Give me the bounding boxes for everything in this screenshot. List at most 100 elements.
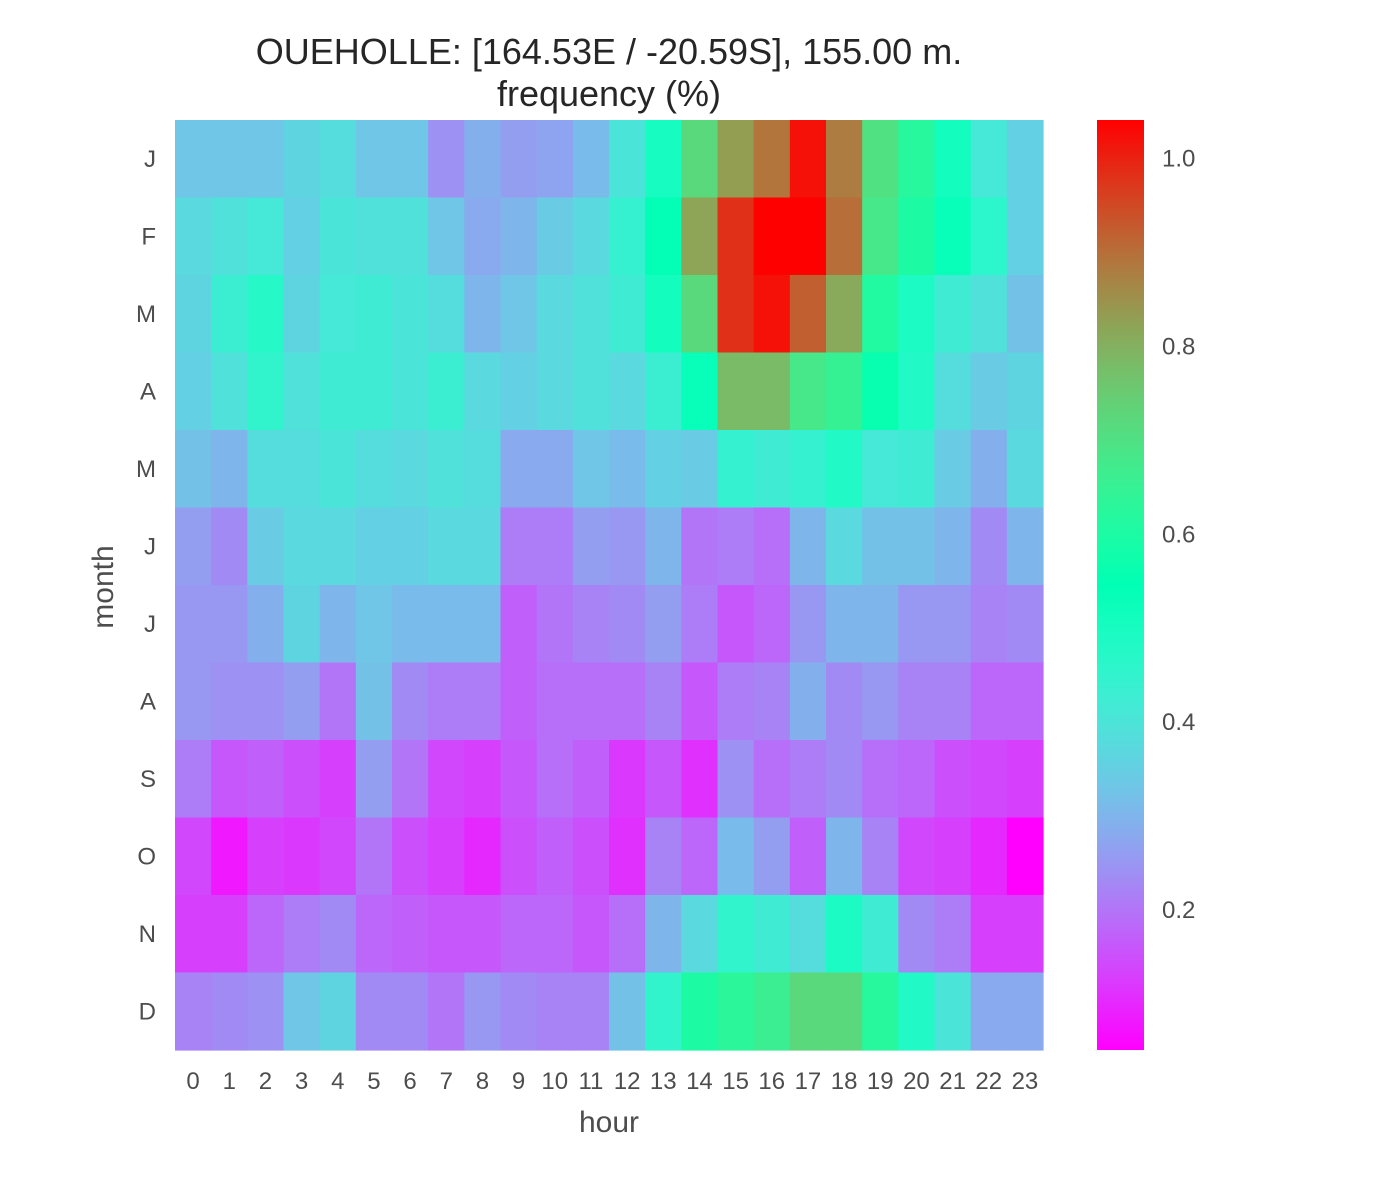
- y-tick-label: A: [140, 688, 156, 715]
- heatmap-cell: [572, 895, 610, 974]
- x-tick-label: 20: [903, 1068, 930, 1095]
- heatmap-cell: [862, 817, 899, 896]
- y-tick-label: J: [144, 146, 156, 173]
- heatmap-cell: [536, 585, 574, 664]
- heatmap-cell: [898, 817, 936, 896]
- heatmap-cell: [464, 740, 502, 819]
- heatmap-cell: [826, 740, 863, 819]
- heatmap-cell: [211, 275, 248, 354]
- heatmap-cell: [500, 507, 538, 586]
- heatmap-cell: [609, 275, 646, 354]
- heatmap-cell: [464, 972, 502, 1051]
- heatmap-cell: [355, 895, 393, 974]
- heatmap-cell: [862, 507, 899, 586]
- heatmap-cell: [1006, 197, 1044, 276]
- heatmap-cell: [1006, 972, 1044, 1051]
- heatmap-cell: [970, 120, 1008, 199]
- heatmap-cell: [862, 120, 899, 199]
- x-tick-label: 3: [295, 1068, 308, 1095]
- y-tick-label: J: [144, 611, 156, 638]
- chart-title: OUEHOLLE: [164.53E / -20.59S], 155.00 m.: [256, 31, 962, 72]
- heatmap-cell: [826, 817, 863, 896]
- x-tick-label: 10: [541, 1068, 568, 1095]
- heatmap-cell: [500, 662, 538, 741]
- heatmap-cell: [572, 197, 610, 276]
- heatmap-cell: [862, 972, 899, 1051]
- heatmap-cell: [428, 120, 465, 199]
- heatmap-cell: [970, 197, 1008, 276]
- heatmap-cell: [247, 275, 285, 354]
- heatmap-cell: [572, 275, 610, 354]
- heatmap-cell: [789, 507, 827, 586]
- heatmap-cell: [753, 197, 791, 276]
- heatmap-cell: [862, 740, 899, 819]
- heatmap-cell: [247, 895, 285, 974]
- heatmap-cell: [645, 585, 682, 664]
- heatmap-cell: [319, 275, 357, 354]
- heatmap-cell: [283, 817, 321, 896]
- heatmap-cell: [1006, 275, 1044, 354]
- heatmap-cell: [536, 740, 574, 819]
- heatmap-cell: [681, 120, 719, 199]
- heatmap-cell: [283, 275, 321, 354]
- heatmap-cell: [826, 662, 863, 741]
- heatmap-cell: [536, 972, 574, 1051]
- heatmap-cell: [247, 662, 285, 741]
- heatmap-cell: [789, 352, 827, 431]
- heatmap-cell: [536, 197, 574, 276]
- heatmap-cell: [645, 120, 682, 199]
- heatmap-cell: [1006, 120, 1044, 199]
- heatmap-cell: [211, 197, 248, 276]
- y-tick-label: S: [140, 766, 156, 793]
- heatmap-cell: [319, 197, 357, 276]
- heatmap-cell: [283, 972, 321, 1051]
- heatmap-cell: [319, 585, 357, 664]
- heatmap-cell: [826, 275, 863, 354]
- heatmap-cell: [175, 662, 212, 741]
- heatmap-cell: [934, 662, 972, 741]
- heatmap-cell: [211, 972, 248, 1051]
- heatmap-cell: [826, 972, 863, 1051]
- x-tick-label: 4: [331, 1068, 344, 1095]
- heatmap-cell: [500, 817, 538, 896]
- heatmap-cell: [898, 662, 936, 741]
- heatmap-cell: [826, 120, 863, 199]
- heatmap-cell: [717, 972, 755, 1051]
- heatmap-cell: [392, 585, 429, 664]
- heatmap-cell: [536, 507, 574, 586]
- heatmap-cell: [753, 275, 791, 354]
- heatmap-cell: [283, 507, 321, 586]
- heatmap-cell: [500, 352, 538, 431]
- heatmap-cell: [464, 895, 502, 974]
- heatmap-cell: [572, 430, 610, 509]
- heatmap-cell: [753, 817, 791, 896]
- heatmap-cell: [934, 585, 972, 664]
- y-tick-label: O: [137, 843, 156, 870]
- heatmap-cell: [970, 352, 1008, 431]
- heatmap-cell: [572, 352, 610, 431]
- colorbar-tick-label: 0.8: [1162, 333, 1195, 360]
- x-tick-label: 9: [512, 1068, 525, 1095]
- y-axis-label: month: [87, 545, 120, 628]
- heatmap-cell: [934, 895, 972, 974]
- heatmap-cell: [970, 430, 1008, 509]
- x-tick-label: 21: [939, 1068, 966, 1095]
- heatmap-cell: [681, 352, 719, 431]
- heatmap-cell: [319, 120, 357, 199]
- heatmap-cell: [862, 197, 899, 276]
- x-tick-label: 15: [722, 1068, 749, 1095]
- heatmap-cell: [572, 972, 610, 1051]
- y-tick-label: M: [136, 301, 156, 328]
- heatmap-cell: [428, 507, 465, 586]
- heatmap-cell: [283, 197, 321, 276]
- heatmap-cell: [717, 740, 755, 819]
- x-tick-label: 6: [403, 1068, 416, 1095]
- heatmap-cell: [211, 120, 248, 199]
- heatmap-cell: [970, 275, 1008, 354]
- heatmap-cell: [970, 817, 1008, 896]
- heatmap-cell: [862, 275, 899, 354]
- heatmap-cell: [211, 585, 248, 664]
- heatmap-cell: [1006, 662, 1044, 741]
- heatmap-cell: [175, 817, 212, 896]
